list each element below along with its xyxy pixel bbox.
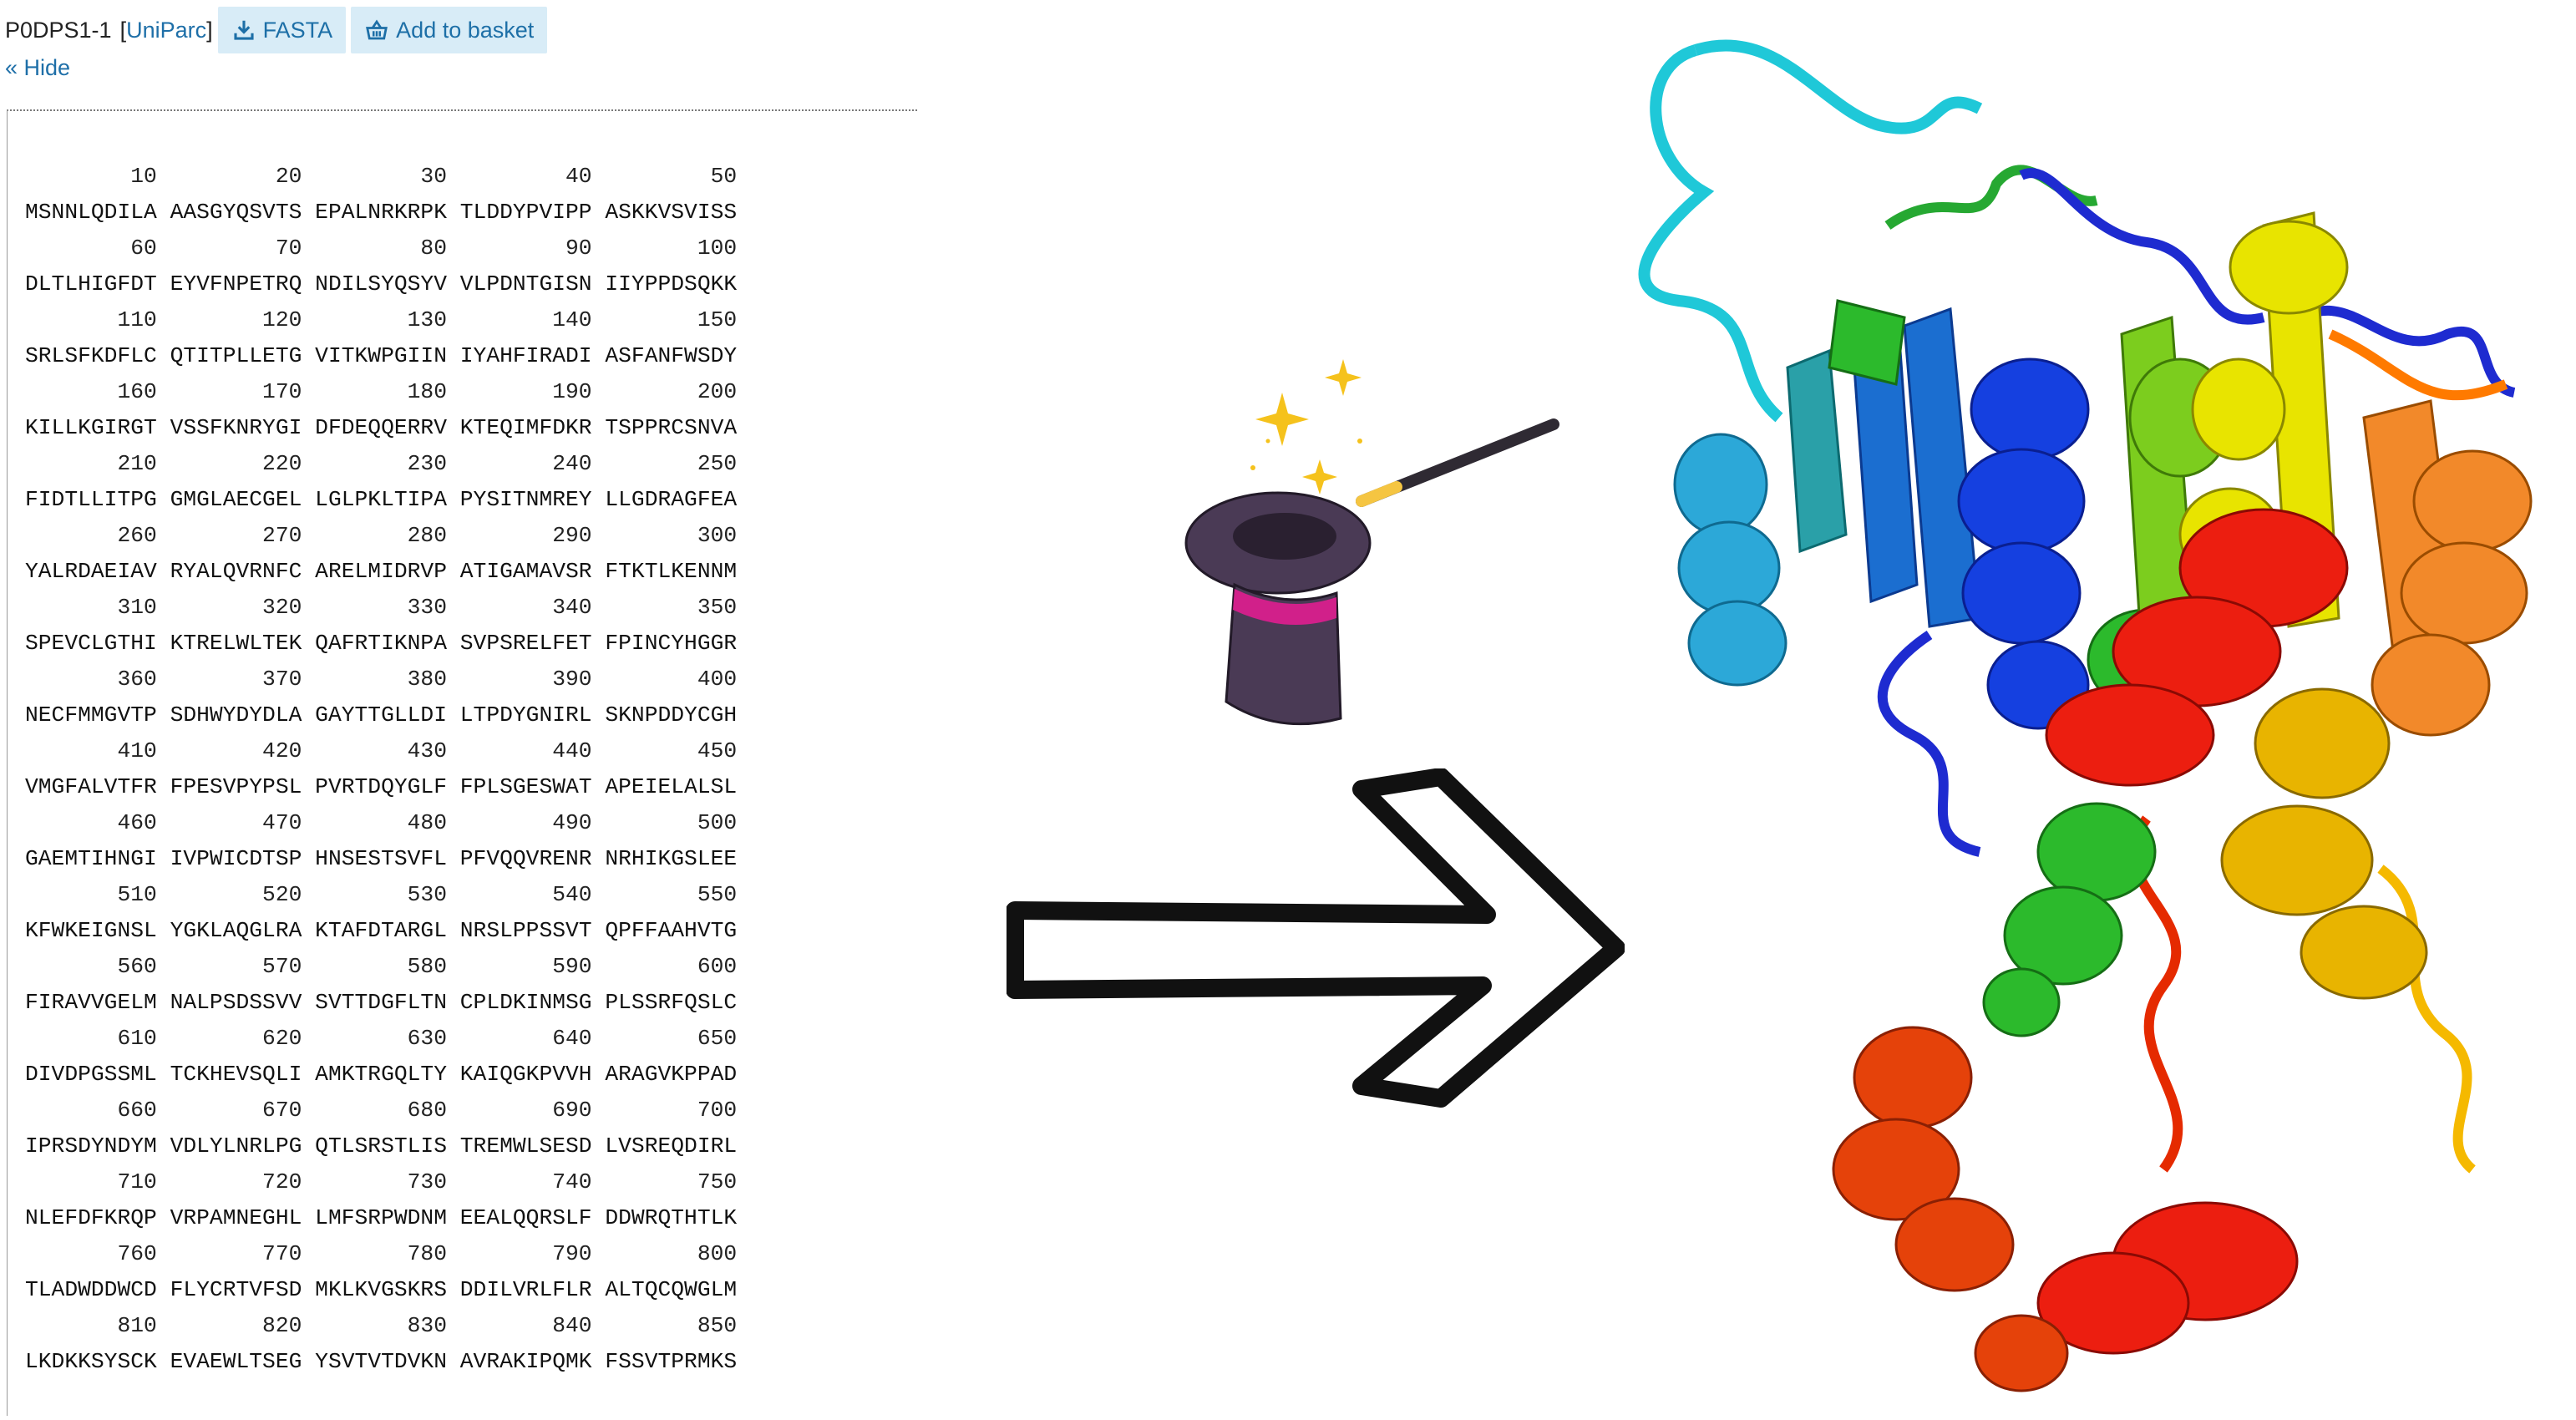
seq-row: 210 220 230 240 250 FIDTLLITPG GMGLAECGEL…: [25, 446, 737, 518]
seq-row: 510 520 530 540 550 KFWKEIGNSL YGKLAQGLRA…: [25, 877, 737, 949]
seq-numbers: 460 470 480 490 500: [25, 810, 738, 835]
magic-hat-icon: [1184, 491, 1372, 726]
seq-numbers: 710 720 730 740 750: [25, 1169, 738, 1194]
seq-row: 660 670 680 690 700 IPRSDYNDYM VDLYLNRLPG…: [25, 1093, 737, 1164]
fasta-button[interactable]: FASTA: [217, 7, 347, 53]
seq-numbers: 10 20 30 40 50: [25, 164, 738, 189]
seq-residues: IPRSDYNDYM VDLYLNRLPG QTLSRSTLIS TREMWLS…: [25, 1133, 738, 1159]
seq-row: 460 470 480 490 500 GAEMTIHNGI IVPWICDTSP…: [25, 805, 737, 877]
download-icon: [234, 20, 254, 40]
seq-residues: GAEMTIHNGI IVPWICDTSP HNSESTSVFL PFVQQVR…: [25, 846, 738, 871]
seq-row: 260 270 280 290 300 YALRDAEIAV RYALQVRNFC…: [25, 518, 737, 590]
seq-numbers: 160 170 180 190 200: [25, 379, 738, 404]
seq-residues: LKDKKSYSCK EVAEWLTSEG YSVTVTDVKN AVRAKIP…: [25, 1349, 738, 1374]
seq-numbers: 360 370 380 390 400: [25, 667, 738, 692]
uniparc-link[interactable]: UniParc: [126, 17, 207, 43]
seq-numbers: 310 320 330 340 350: [25, 595, 738, 620]
sequence-divider: [7, 109, 917, 111]
right-arrow-icon: [1006, 768, 1625, 1111]
magic-hat-illustration: [1161, 351, 1570, 743]
bracket-close: ]: [206, 17, 213, 43]
seq-row: 760 770 780 790 800 TLADWDDWCD FLYCRTVFSD…: [25, 1236, 737, 1308]
protein-structure-image: [1629, 17, 2576, 1416]
seq-numbers: 560 570 580 590 600: [25, 954, 738, 979]
seq-numbers: 660 670 680 690 700: [25, 1098, 738, 1123]
seq-residues: TLADWDDWCD FLYCRTVFSD MKLKVGSKRS DDILVRL…: [25, 1277, 738, 1302]
seq-numbers: 110 120 130 140 150: [25, 307, 738, 332]
seq-row: 160 170 180 190 200 KILLKGIRGT VSSFKNRYGI…: [25, 374, 737, 446]
seq-row: 60 70 80 90 100 DLTLHIGFDT EYVFNPETRQ NDI…: [25, 231, 737, 302]
seq-residues: NLEFDFKRQP VRPAMNEGHL LMFSRPWDNM EEALQQR…: [25, 1205, 738, 1230]
seq-residues: KFWKEIGNSL YGKLAQGLRA KTAFDTARGL NRSLPPS…: [25, 918, 738, 943]
seq-numbers: 760 770 780 790 800: [25, 1241, 738, 1266]
seq-numbers: 810 820 830 840 850: [25, 1313, 738, 1338]
seq-row: 560 570 580 590 600 FIRAVVGELM NALPSDSSVV…: [25, 949, 737, 1021]
seq-residues: FIDTLLITPG GMGLAECGEL LGLPKLTIPA PYSITNM…: [25, 487, 738, 512]
add-to-basket-button[interactable]: Add to basket: [351, 7, 548, 53]
seq-row: 10 20 30 40 50 MSNNLQDILA AASGYQSVTS EPAL…: [25, 159, 737, 231]
seq-row: 360 370 380 390 400 NECFMMGVTP SDHWYDYDLA…: [25, 662, 737, 733]
sparkle-icon: [1250, 359, 1362, 494]
seq-row: 310 320 330 340 350 SPEVCLGTHI KTRELWLTEK…: [25, 590, 737, 662]
seq-residues: KILLKGIRGT VSSFKNRYGI DFDEQQERRV KTEQIMF…: [25, 415, 738, 440]
sequence-block: 10 20 30 40 50 MSNNLQDILA AASGYQSVTS EPAL…: [25, 159, 737, 1380]
hide-link[interactable]: « Hide: [5, 55, 71, 80]
magic-wand-icon: [1356, 418, 1559, 507]
seq-row: 410 420 430 440 450 VMGFALVTFR FPESVPYPSL…: [25, 733, 737, 805]
seq-residues: VMGFALVTFR FPESVPYPSL PVRTDQYGLF FPLSGES…: [25, 774, 738, 799]
bracket-open: [: [119, 17, 127, 43]
seq-residues: DIVDPGSSML TCKHEVSQLI AMKTRGQLTY KAIQGKP…: [25, 1062, 738, 1087]
seq-row: 110 120 130 140 150 SRLSFKDFLC QTITPLLETG…: [25, 302, 737, 374]
seq-row: 810 820 830 840 850 LKDKKSYSCK EVAEWLTSEG…: [25, 1308, 737, 1380]
seq-residues: SRLSFKDFLC QTITPLLETG VITKWPGIIN IYAHFIR…: [25, 343, 738, 368]
seq-residues: YALRDAEIAV RYALQVRNFC ARELMIDRVP ATIGAMA…: [25, 559, 738, 584]
seq-residues: MSNNLQDILA AASGYQSVTS EPALNRKRPK TLDDYPV…: [25, 200, 738, 225]
sequence-border: [7, 109, 8, 1416]
seq-residues: NECFMMGVTP SDHWYDYDLA GAYTTGLLDI LTPDYGN…: [25, 702, 738, 728]
seq-numbers: 410 420 430 440 450: [25, 738, 738, 763]
basket-icon: [366, 19, 388, 40]
seq-residues: FIRAVVGELM NALPSDSSVV SVTTDGFLTN CPLDKIN…: [25, 990, 738, 1015]
entry-header: P0DPS1-1 [ UniParc ] FASTA Add to basket: [5, 7, 548, 53]
seq-row: 710 720 730 740 750 NLEFDFKRQP VRPAMNEGHL…: [25, 1164, 737, 1236]
fasta-label: FASTA: [262, 17, 333, 43]
seq-numbers: 210 220 230 240 250: [25, 451, 738, 476]
basket-label: Add to basket: [396, 17, 535, 43]
seq-residues: SPEVCLGTHI KTRELWLTEK QAFRTIKNPA SVPSREL…: [25, 631, 738, 656]
seq-numbers: 510 520 530 540 550: [25, 882, 738, 907]
seq-numbers: 260 270 280 290 300: [25, 523, 738, 548]
seq-row: 610 620 630 640 650 DIVDPGSSML TCKHEVSQLI…: [25, 1021, 737, 1093]
seq-numbers: 610 620 630 640 650: [25, 1026, 738, 1051]
accession-id: P0DPS1-1: [5, 17, 112, 43]
seq-numbers: 60 70 80 90 100: [25, 236, 738, 261]
seq-residues: DLTLHIGFDT EYVFNPETRQ NDILSYQSYV VLPDNTG…: [25, 271, 738, 297]
